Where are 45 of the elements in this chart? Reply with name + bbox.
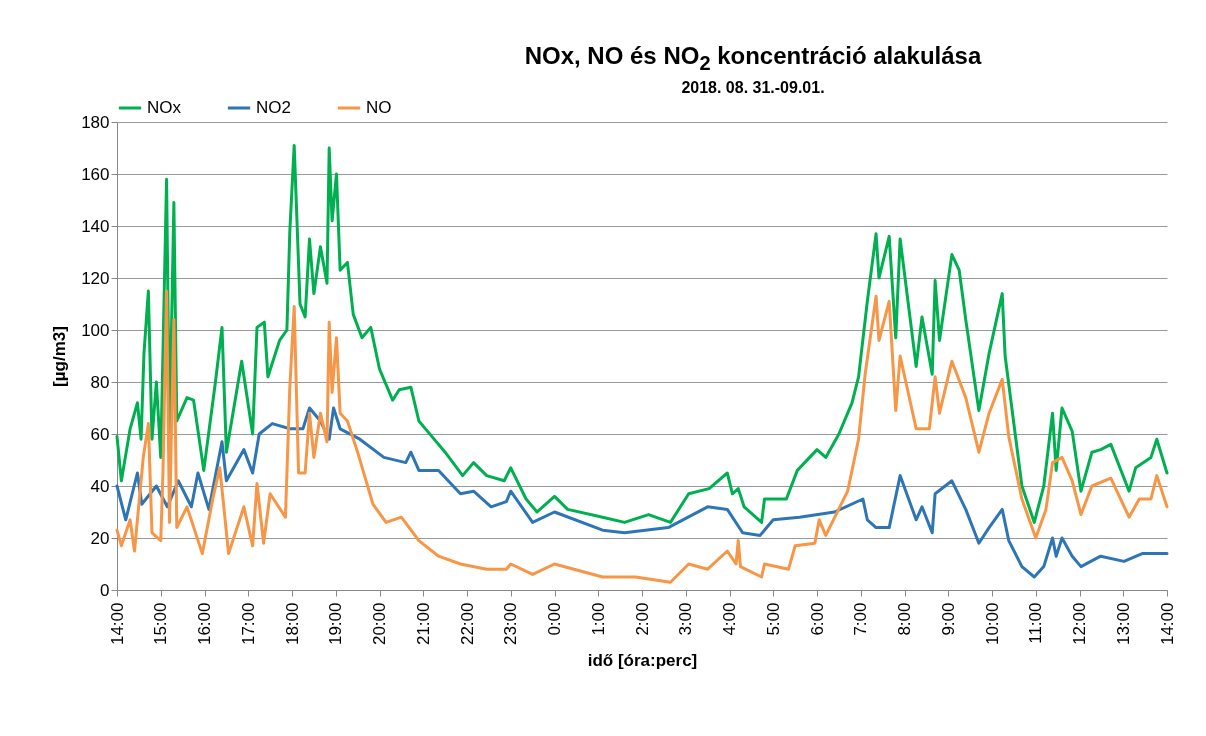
x-tick-label: 11:00 — [1026, 602, 1046, 644]
legend-label: NO — [366, 97, 392, 117]
x-tick-label: 14:00 — [107, 602, 127, 645]
x-tick-label: 23:00 — [501, 602, 521, 645]
y-tick-label: 0 — [100, 580, 110, 600]
y-tick-label: 100 — [81, 320, 110, 340]
x-tick-label: 18:00 — [282, 602, 302, 645]
y-tick-label: 160 — [81, 164, 110, 184]
x-tick-label: 22:00 — [457, 602, 477, 645]
x-tick-label: 17:00 — [238, 602, 258, 645]
x-tick-label: 12:00 — [1070, 602, 1089, 645]
x-tick-label: 2:00 — [632, 602, 652, 636]
x-tick-label: 8:00 — [895, 602, 914, 636]
y-tick-label: 80 — [90, 372, 110, 392]
x-tick-label: 10:00 — [982, 602, 1002, 645]
line-series — [115, 289, 1169, 584]
x-axis-title: idő [óra:perc] — [587, 650, 698, 670]
x-tick-label: 4:00 — [720, 602, 739, 636]
x-tick-label: 21:00 — [413, 602, 433, 645]
y-tick-label: 120 — [81, 268, 110, 288]
chart-subtitle: 2018. 08. 31.-09.01. — [680, 78, 826, 97]
legend-label: NO2 — [256, 97, 291, 117]
y-tick-label: 140 — [81, 216, 110, 236]
x-tick-label: 15:00 — [151, 602, 171, 645]
line-series — [115, 406, 1169, 579]
x-tick-label: 6:00 — [807, 602, 827, 636]
y-tick-label: 40 — [90, 476, 110, 496]
y-axis-title: [µg/m3] — [50, 325, 70, 387]
x-tick-label: 20:00 — [370, 602, 389, 645]
chart-title: NOx, NO és NO$_{2}$ koncentráció alakulása — [523, 42, 983, 75]
x-tick-label: 14:00 — [1157, 602, 1177, 645]
x-tick-label: 16:00 — [195, 602, 214, 645]
x-tick-label: 5:00 — [763, 602, 783, 636]
legend-label: NOx — [147, 97, 182, 117]
y-tick-label: 180 — [81, 112, 110, 132]
x-tick-label: 13:00 — [1113, 602, 1133, 645]
line-series — [115, 143, 1169, 524]
x-tick-label: 1:00 — [588, 602, 608, 636]
x-tick-label: 7:00 — [851, 602, 871, 636]
x-tick-label: 9:00 — [938, 602, 958, 636]
x-tick-label: 3:00 — [676, 602, 696, 636]
x-tick-label: 0:00 — [545, 602, 564, 636]
y-tick-label: 20 — [90, 528, 110, 548]
y-tick-label: 60 — [90, 424, 110, 444]
x-tick-label: 19:00 — [326, 602, 346, 645]
